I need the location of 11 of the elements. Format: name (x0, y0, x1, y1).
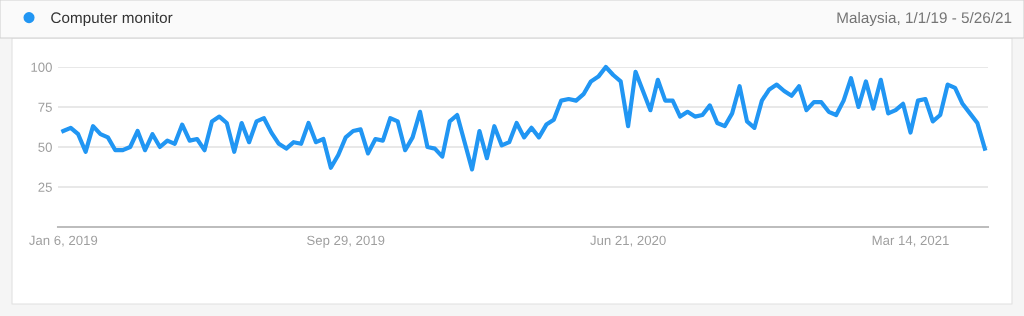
legend-label: Computer monitor (51, 11, 173, 27)
y-tick-label: 75 (38, 102, 52, 112)
y-tick-label: 50 (38, 142, 52, 152)
line-series (61, 64, 987, 172)
y-tick-label: 25 (38, 182, 52, 192)
x-tick-label: Jun 21, 2020 (590, 235, 666, 247)
x-tick-label: Sep 29, 2019 (307, 235, 385, 248)
x-tick-label: Mar 14, 2021 (872, 235, 949, 247)
text: Malaysia, 1/1/19 - 5/26/21 (837, 11, 1012, 27)
y-tick-label: 100 (31, 62, 52, 72)
x-tick-label: Jan 6, 2019 (29, 235, 98, 247)
